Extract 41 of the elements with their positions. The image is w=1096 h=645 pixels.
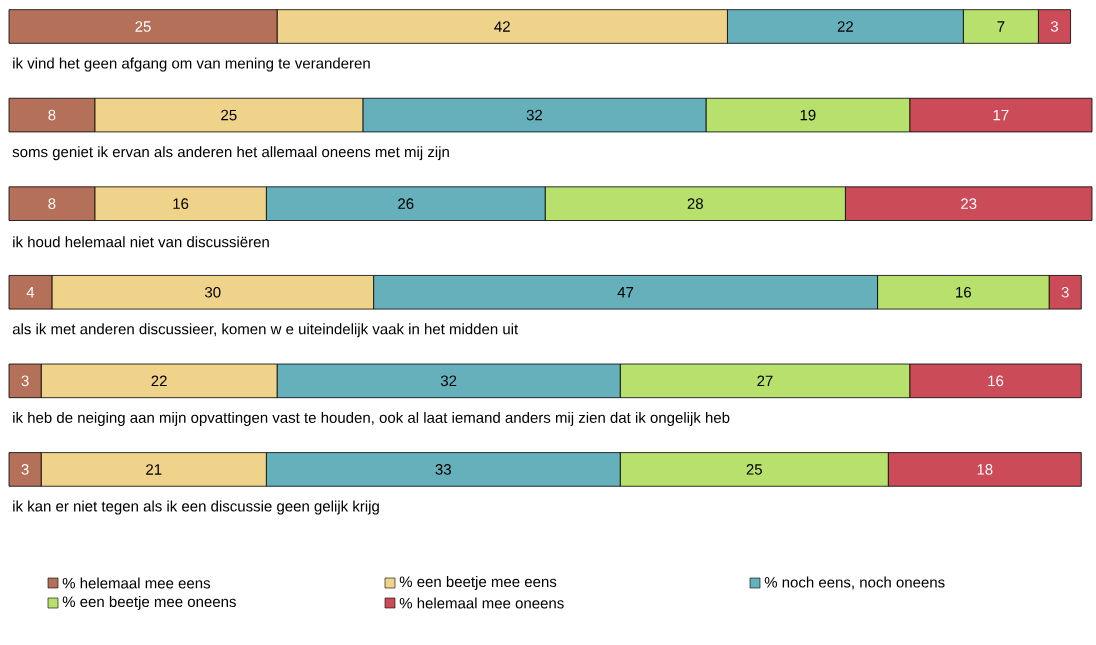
data-label: 27	[757, 375, 773, 387]
legend-label: % een beetje mee eens	[399, 576, 557, 590]
data-label: 47	[617, 287, 634, 298]
data-label: 3	[1061, 286, 1069, 298]
data-label: 16	[173, 198, 189, 209]
data-label: 32	[526, 109, 543, 121]
legend-label: % noch eens, noch oneens	[764, 576, 945, 590]
y-tick-label: ik vind het geen afgang om van mening te veranderen	[13, 57, 370, 72]
data-label: 8	[48, 198, 56, 209]
data-label: 25	[135, 21, 151, 32]
data-label: 22	[837, 21, 853, 32]
legend-label: % een beetje mee oneens	[62, 596, 236, 610]
data-label: 21	[146, 464, 162, 475]
data-label: 26	[398, 198, 414, 209]
data-label: 16	[956, 286, 972, 298]
data-label: 42	[494, 21, 510, 32]
y-tick-label: ik heb de neiging aan mijn opvattingen vast te houden, ook al laat iemand anders mij zien dat ik ongelijk heb	[13, 411, 730, 426]
data-label: 16	[988, 375, 1004, 387]
y-tick-label: als ik met anderen discussieer, komen w e uiteindelijk vaak in het midden uit	[12, 323, 519, 338]
data-label: 28	[687, 198, 703, 209]
y-tick-label: ik houd helemaal niet van discussiëren	[13, 236, 269, 248]
data-label: 7	[997, 21, 1005, 32]
data-label: 30	[204, 286, 221, 298]
legend-label: % helemaal mee eens	[62, 577, 211, 589]
data-label: 3	[1050, 21, 1058, 32]
data-label: 19	[800, 109, 816, 121]
data-label: 32	[440, 375, 457, 387]
data-label: 22	[151, 375, 167, 387]
data-label: 25	[221, 109, 237, 121]
y-tick-label: soms geniet ik ervan als anderen het allemaal oneens met mij zijn	[12, 146, 449, 161]
data-label: 3	[21, 375, 29, 387]
data-label: 17	[993, 109, 1009, 121]
y-tick-label: ik kan er niet tegen als ik een discussie geen gelijk krijg	[13, 500, 379, 515]
data-label: 23	[961, 198, 977, 209]
data-label: 4	[26, 287, 35, 298]
data-label: 8	[48, 109, 56, 121]
data-label: 33	[435, 464, 451, 475]
legend-label: % helemaal mee oneens	[399, 597, 564, 609]
data-label: 3	[21, 464, 29, 475]
data-label: 25	[746, 464, 762, 475]
data-label: 18	[977, 464, 993, 475]
